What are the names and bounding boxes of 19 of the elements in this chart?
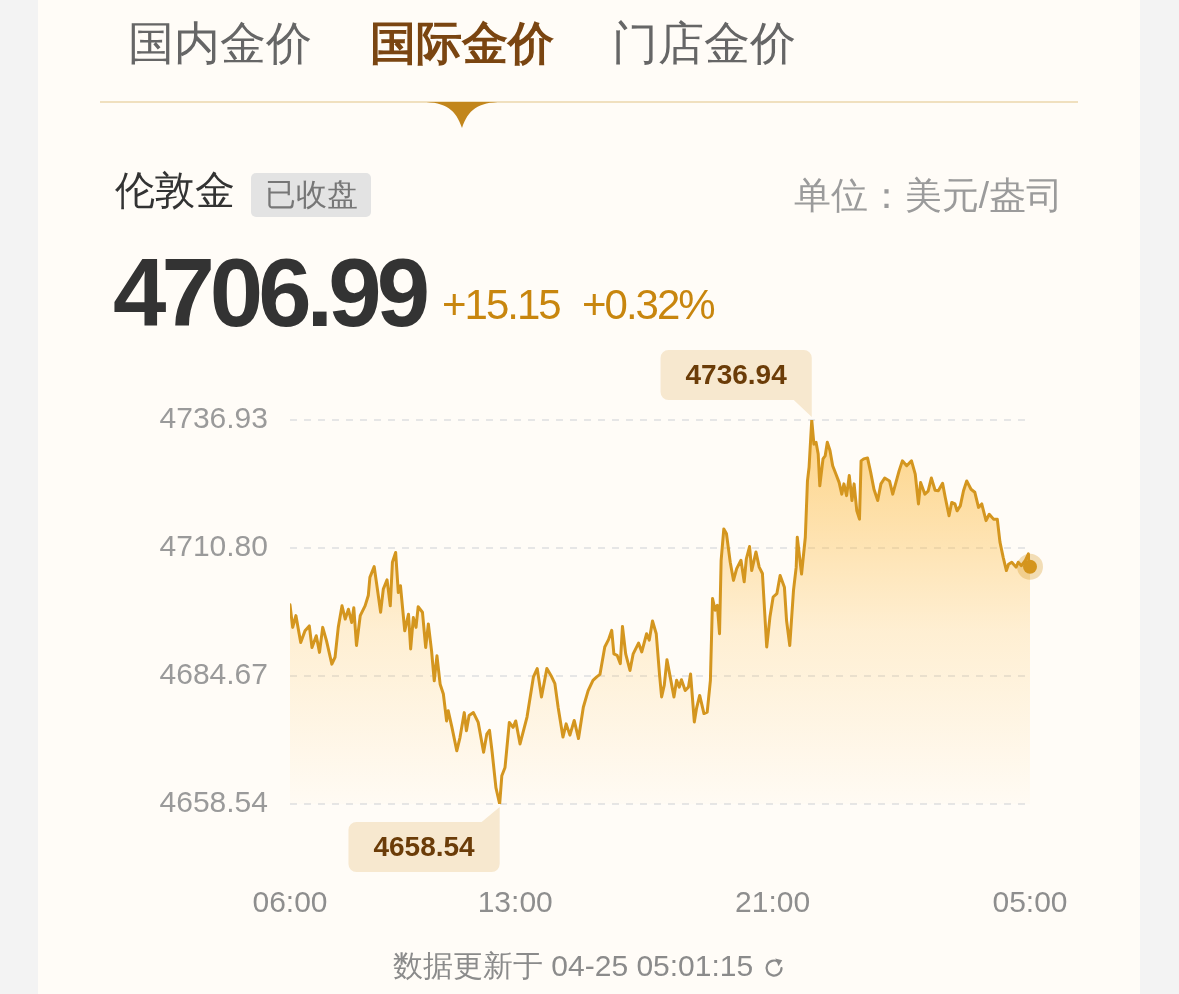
annotation: 4658.54 — [373, 830, 476, 862]
x-tick-label: 05:00 — [992, 885, 1068, 919]
y-tick-label: 4736.93 — [159, 401, 268, 435]
text: 数据更新于 04-25 05:01:15 — [393, 949, 754, 982]
text: 国际金价 — [370, 17, 554, 69]
chart-title: 伦敦金 — [115, 168, 235, 212]
y-tick-label: 4710.80 — [159, 529, 268, 563]
x-tick-label: 21:00 — [735, 885, 811, 919]
y-tick-label: 4658.54 — [159, 785, 268, 819]
y-tick-label: 4684.67 — [159, 657, 268, 691]
text: 国内金价 — [128, 17, 312, 69]
x-tick-label: 13:00 — [477, 885, 553, 919]
text: +15.15 — [442, 281, 560, 328]
annotation: 4736.94 — [685, 358, 788, 390]
x-tick-label: 06:00 — [252, 885, 328, 919]
text: 4706.99 — [113, 239, 426, 346]
text: +0.32% — [582, 281, 714, 328]
text: 单位：美元/盎司 — [793, 175, 1063, 216]
text: 门店金价 — [612, 17, 796, 69]
